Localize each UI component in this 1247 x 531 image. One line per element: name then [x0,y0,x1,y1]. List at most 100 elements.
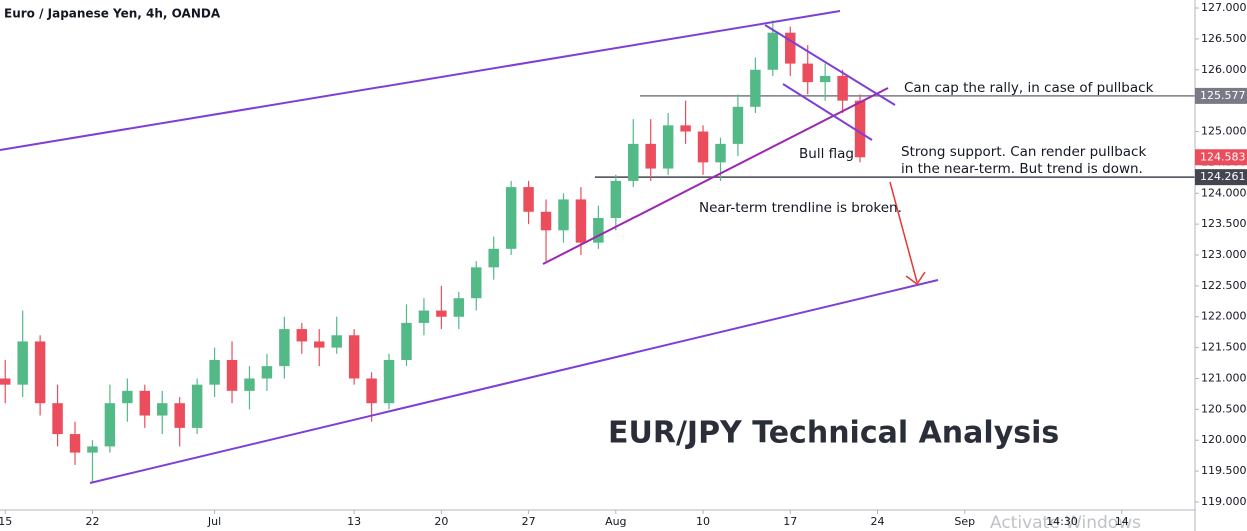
candle-body [436,310,447,317]
candle-body [575,199,587,243]
candle-body [366,378,377,404]
x-tick-label: 27 [522,515,536,528]
candle-body [732,106,744,144]
y-tick-label: 121.500 [1201,341,1247,354]
candle-body [122,390,133,404]
x-tick-label: Jul [207,515,221,528]
y-tick-label: 123.000 [1201,248,1247,261]
candle-body [523,187,534,212]
annotation: Near-term trendline is broken. [699,200,902,216]
near-term-trendline [542,87,889,265]
y-tick-label: 119.000 [1201,495,1247,508]
flag-lower [782,83,873,141]
chart-title: Euro / Japanese Yen, 4h, OANDA [4,7,221,21]
y-tick-label: 124.000 [1201,186,1247,199]
candle-body [767,32,779,70]
candle-body [244,378,255,391]
level-tag [1195,169,1247,186]
x-tick-label: 13 [347,515,361,528]
candle-body [802,63,813,83]
candle-body [854,100,866,158]
candle-body [261,366,273,379]
x-tick-label: Sep [954,515,975,528]
candle-body [558,199,569,231]
flag-upper [764,24,896,106]
candle-body [645,143,656,169]
x-tick-label: 24 [870,515,884,528]
candle-body [610,180,622,218]
candle-body [52,403,63,435]
candle-body [0,378,11,385]
y-tick-label: 127.000 [1201,1,1247,14]
candle-body [348,335,360,379]
channel-top [0,10,841,151]
candle-body [488,248,499,268]
candle-body [157,403,168,416]
last-price-tag [1195,149,1247,166]
candle-body [593,217,604,243]
candle-body [715,143,726,163]
level-label: 125.577 [1200,89,1246,102]
x-tick-label: 22 [85,515,99,528]
candle-body [17,341,28,385]
plot-layer [0,20,1195,484]
candle-body [383,359,395,404]
candle-body [837,75,848,101]
y-tick-label: 126.000 [1201,63,1247,76]
arrow [889,181,918,283]
annotation: Strong support. Can render pullback [901,144,1146,160]
candle-body [279,329,290,367]
candle-body [296,329,308,342]
y-tick-label: 121.000 [1201,371,1247,384]
y-tick-label: 120.500 [1201,402,1247,415]
x-tick-label: 15 [0,515,12,528]
channel-bottom [89,279,939,484]
candle-body [314,341,325,348]
arrow-head [905,271,926,286]
candle-body [69,434,81,453]
candle-body [680,125,691,132]
candle-body [471,267,482,299]
x-tick-label: 14 [1115,515,1129,528]
candle-body [785,32,796,64]
level-label: 124.261 [1200,170,1246,183]
candle-body [540,211,552,231]
candle-body [453,298,465,317]
candle-body [628,143,639,181]
candle-body [104,403,116,447]
candle-body [505,187,517,249]
candle-body [418,310,430,323]
candle-body [209,359,220,385]
x-tick-label: 20 [434,515,448,528]
candle-body [191,384,203,428]
y-tick-label: 122.500 [1201,279,1247,292]
candle-body [34,341,46,404]
candle-body [226,359,238,391]
x-tick-label: 10 [696,515,710,528]
y-tick-label: 122.000 [1201,310,1247,323]
candle-body [819,75,831,83]
y-tick-label: 119.500 [1201,464,1247,477]
headline: EUR/JPY Technical Analysis [608,416,1059,451]
candle-body [139,390,151,416]
candle-body [87,446,98,453]
annotation: Can cap the rally, in case of pullback [904,80,1154,96]
annotation: in the near-term. But trend is down. [901,161,1143,177]
candle-body [401,322,412,360]
watermark: Activate Windows [990,513,1141,531]
candle-body [662,125,674,169]
price-axis [1195,0,1247,531]
y-tick-label: 126.500 [1201,32,1247,45]
last-price-label: 124.583 [1200,150,1246,163]
crosshair-label: 14:30 [1046,515,1078,528]
y-tick-label: 125.000 [1201,125,1247,138]
y-tick-label: 123.500 [1201,217,1247,230]
level-tag [1195,87,1247,104]
annotation: Bull flag [799,146,854,162]
candle-body [697,131,709,163]
x-tick-label: Aug [605,515,626,528]
candle-body [331,335,342,348]
drawings [0,10,939,484]
x-tick-label: 17 [783,515,797,528]
